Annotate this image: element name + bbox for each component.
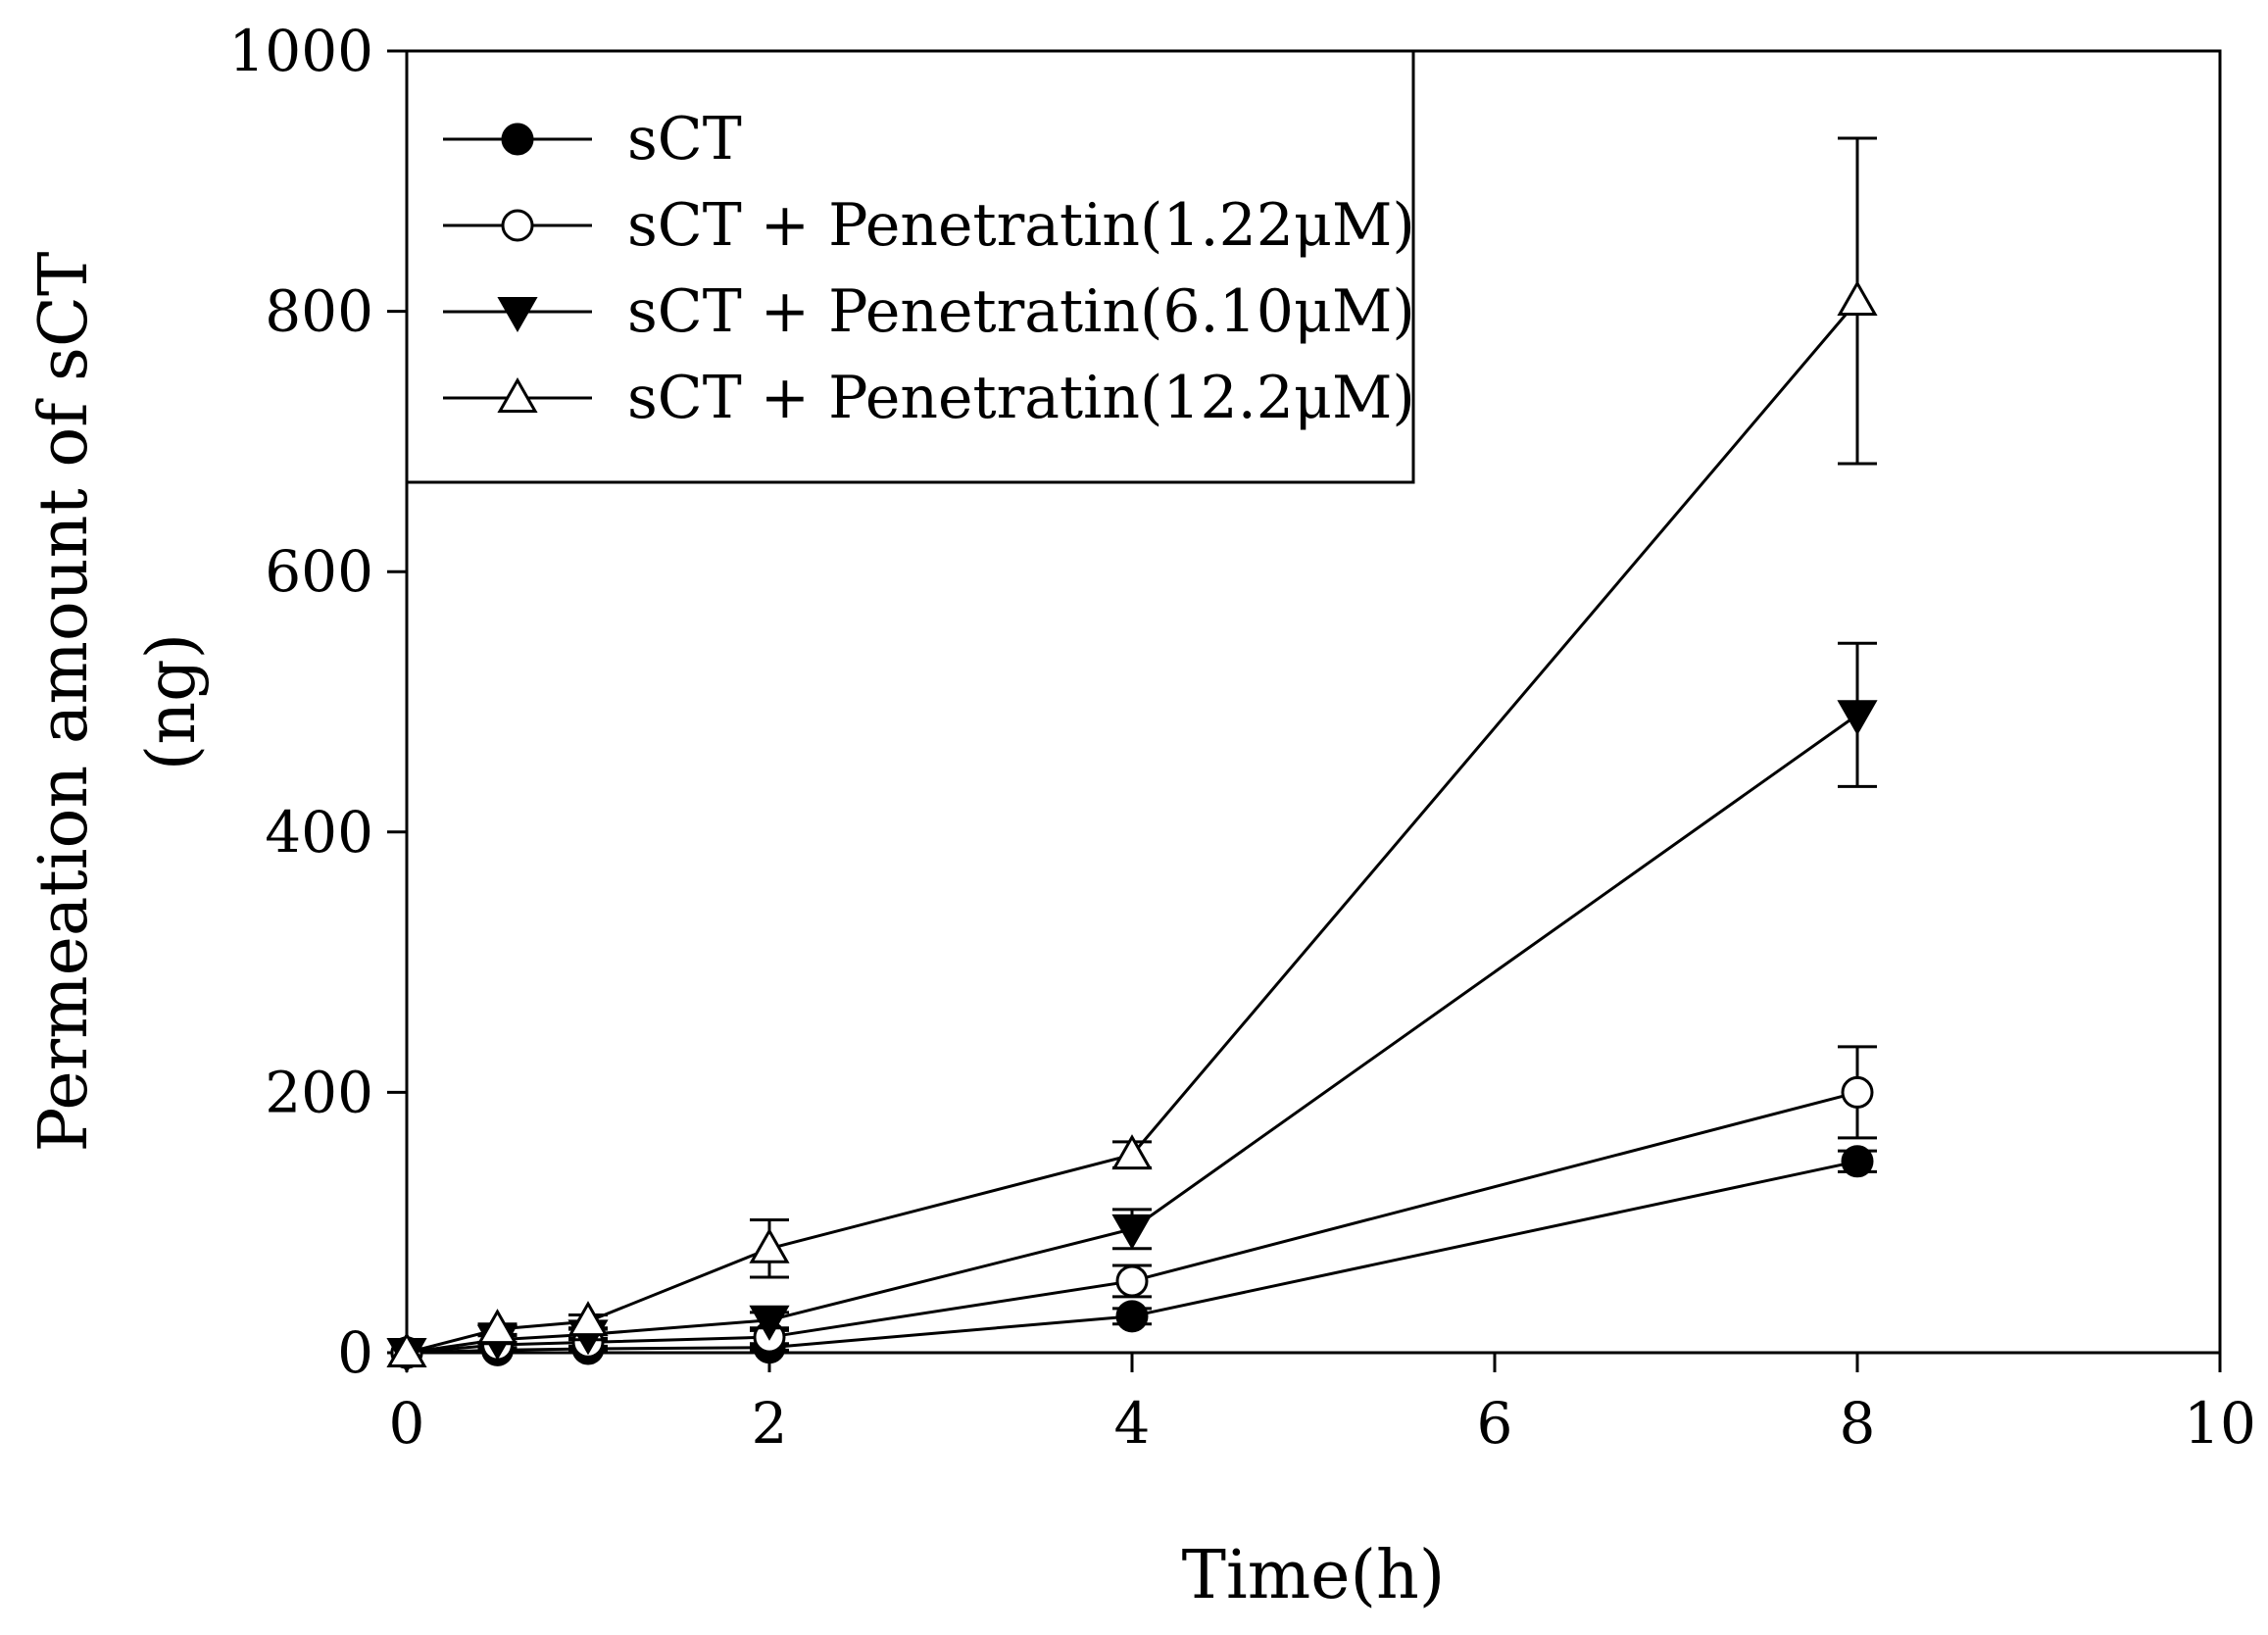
y-tick-label: 600 <box>265 538 373 605</box>
legend-marker <box>501 209 534 242</box>
legend-label: sCT + Penetratin(12.2μM) <box>627 364 1415 432</box>
data-point <box>1111 1214 1153 1250</box>
legend-item: sCT + Penetratin(1.22μM) <box>443 191 1415 260</box>
legend-label: sCT <box>627 105 742 173</box>
x-tick-label: 2 <box>752 1390 788 1457</box>
data-point <box>1841 1075 1874 1109</box>
y-axis-label-line-2: (ng) <box>133 633 211 770</box>
axis-labels: Time(h) Permeation amount of sCT (ng) <box>25 252 1445 1614</box>
data-point <box>1837 279 1878 316</box>
y-tick-label: 800 <box>265 278 373 345</box>
legend-marker <box>497 376 538 413</box>
data-point <box>567 1301 609 1337</box>
legend-label: sCT + Penetratin(6.10μM) <box>627 277 1415 346</box>
x-tick-label: 4 <box>1114 1390 1151 1457</box>
series-4 <box>386 136 1878 1367</box>
y-tick-label: 0 <box>337 1319 373 1386</box>
series-line <box>406 714 1858 1355</box>
series-3 <box>386 641 1878 1374</box>
data-point <box>1115 1264 1149 1298</box>
series-1 <box>390 1145 1877 1369</box>
data-point <box>1111 1134 1153 1170</box>
y-tick-label: 1000 <box>228 18 373 84</box>
series-layer <box>386 136 1878 1374</box>
x-tick-label: 8 <box>1840 1390 1876 1457</box>
x-tick-label: 0 <box>389 1390 425 1457</box>
data-point <box>386 1331 427 1367</box>
y-tick-label: 200 <box>265 1059 373 1125</box>
y-axis-label-line-1: Permeation amount of sCT <box>25 252 103 1153</box>
legend-item: sCT + Penetratin(6.10μM) <box>443 277 1415 346</box>
x-axis-label: Time(h) <box>1182 1537 1446 1614</box>
legend-label: sCT + Penetratin(1.22μM) <box>627 191 1415 260</box>
y-tick-label: 400 <box>265 799 373 866</box>
legend-item: sCT + Penetratin(12.2μM) <box>443 364 1415 432</box>
legend-box <box>405 49 1415 484</box>
x-tick-label: 10 <box>2184 1390 2256 1457</box>
legend-marker <box>501 123 534 156</box>
legend: sCT sCT + Penetratin(1.22μM) sCT + Penetra… <box>405 49 1415 484</box>
data-point <box>749 1227 790 1263</box>
data-point <box>749 1305 790 1341</box>
data-point <box>476 1309 518 1345</box>
data-point <box>1837 700 1878 736</box>
x-tick-label: 6 <box>1477 1390 1513 1457</box>
data-point <box>1115 1300 1149 1333</box>
y-axis-label: Permeation amount of sCT (ng) <box>25 252 211 1153</box>
data-point <box>1841 1145 1874 1178</box>
legend-item: sCT <box>443 105 742 173</box>
axes: 0 2 4 6 8 10 0 200 400 600 800 1000 <box>228 18 2256 1457</box>
legend-marker <box>497 297 538 333</box>
